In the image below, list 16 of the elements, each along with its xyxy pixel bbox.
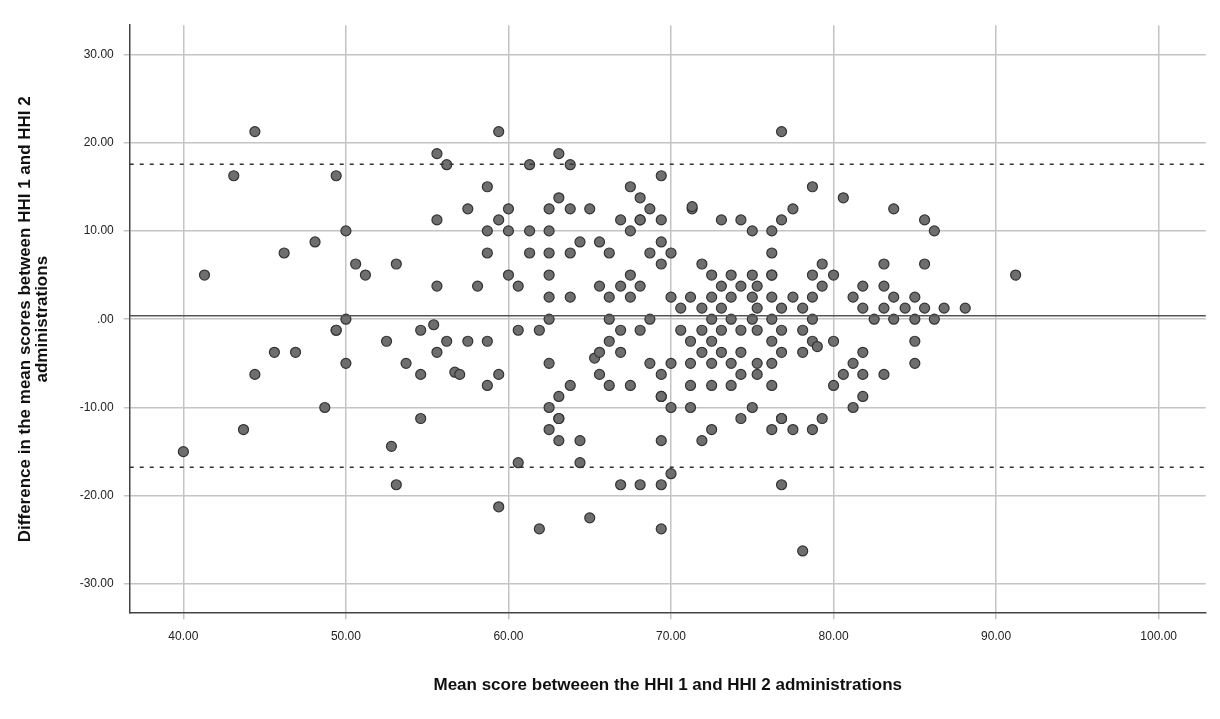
- x-tick-label: 80.00: [818, 628, 849, 643]
- x-tick-label: 50.00: [330, 628, 362, 643]
- y-tick-label: -20.00: [79, 488, 115, 503]
- x-tick-label: 60.00: [493, 628, 524, 643]
- y-tick-label: -10.00: [79, 399, 115, 414]
- y-tick-label: -30.00: [79, 576, 115, 591]
- x-tick-label: 90.00: [981, 628, 1012, 643]
- x-tick-label: 70.00: [656, 628, 687, 643]
- y-tick-label: 10.00: [83, 223, 115, 238]
- y-axis-title: Difference in the mean scores between HHI 1 and HHI 2 administrations: [14, 96, 52, 543]
- x-tick-label: 100.00: [1140, 628, 1178, 643]
- y-tick-label: .00: [97, 311, 115, 326]
- y-tick-label: 20.00: [83, 134, 115, 149]
- x-axis-title: Mean score betweeen the HHI 1 and HHI 2 administrations: [433, 675, 903, 695]
- x-tick-label: 40.00: [168, 628, 199, 643]
- y-tick-label: 30.00: [83, 46, 115, 61]
